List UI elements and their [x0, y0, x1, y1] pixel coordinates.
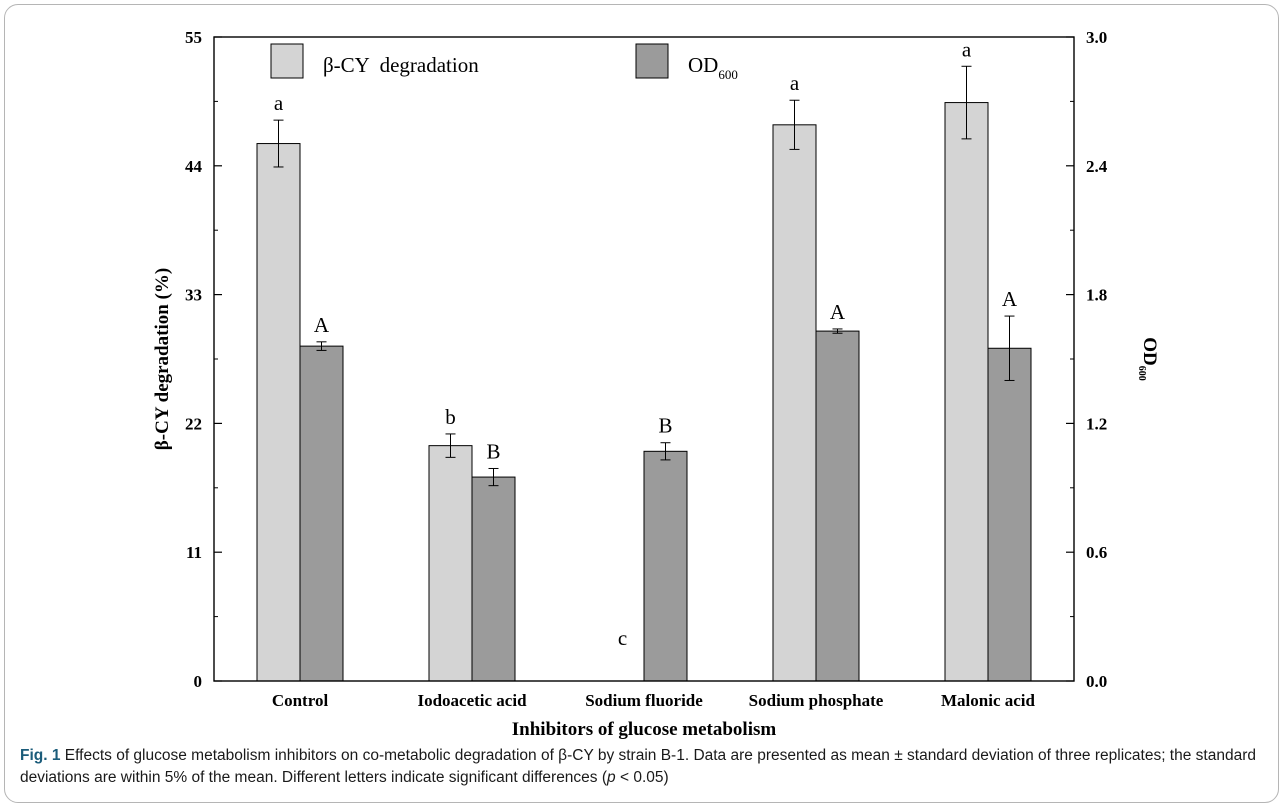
caption-p-variable: p [607, 769, 616, 786]
right-tick-label-3: 1.8 [1086, 286, 1107, 305]
significance-letter-degradation-0: a [274, 91, 284, 115]
legend-label-od600-sub: 600 [718, 67, 738, 82]
legend-label-degradation: β-CY degradation [323, 53, 479, 77]
error-bar-degradation-4 [961, 65, 972, 140]
bar-od600-4 [987, 347, 1032, 682]
significance-letter-od600-4: A [1002, 287, 1018, 311]
right-axis-ticks: 0.0 0.6 1.2 1.8 2.4 3.0 [1066, 28, 1108, 691]
x-tick-label-4: Malonic acid [941, 691, 1036, 710]
left-axis-ticks: 0 11 22 33 44 55 [185, 28, 222, 691]
right-tick-label-5: 3.0 [1086, 28, 1107, 47]
bar-od600-2 [643, 450, 688, 682]
left-tick-label-1: 11 [186, 543, 202, 562]
y2-axis-label-sub: 600 [1136, 366, 1147, 381]
bar-od600-1 [471, 476, 516, 682]
y2-axis-label: OD600 [1136, 337, 1160, 381]
bar-degradation-3 [772, 124, 817, 682]
left-tick-label-2: 22 [185, 414, 202, 433]
right-tick-label-4: 2.4 [1086, 157, 1108, 176]
bar-degradation-0 [256, 143, 301, 682]
significance-letter-degradation-4: a [962, 37, 972, 61]
error-bar-od600-2 [660, 442, 671, 461]
x-axis-label: Inhibitors of glucose metabolism [512, 719, 777, 740]
right-tick-label-1: 0.6 [1086, 543, 1107, 562]
error-bars-layer [273, 65, 1015, 487]
bars-layer [256, 102, 1032, 682]
y2-axis-label-main: OD [1139, 337, 1160, 366]
x-tick-label-3: Sodium phosphate [749, 691, 884, 710]
bar-chart: a Ab Bc Ba Aa A 0 11 22 33 44 55 0.0 0.6 1.2 1.8 2.4 3.… [152, 28, 1160, 740]
significance-letters-layer: a Ab Bc Ba Aa A [274, 37, 1018, 650]
significance-letter-degradation-1: b [445, 405, 456, 429]
bar-degradation-1 [428, 445, 473, 682]
right-tick-label-0: 0.0 [1086, 672, 1107, 691]
legend-swatch-degradation [270, 43, 304, 79]
legend-swatch-od600 [635, 43, 669, 79]
left-tick-label-3: 33 [185, 286, 202, 305]
significance-letter-degradation-2: c [618, 626, 627, 650]
right-tick-label-2: 1.2 [1086, 414, 1107, 433]
significance-letter-degradation-3: a [790, 71, 800, 95]
bar-degradation-4 [944, 102, 989, 682]
legend-label-od600: OD600 [688, 53, 738, 82]
x-axis-tick-labels: Control Iodoacetic acid Sodium fluoride Sod… [272, 691, 1036, 710]
error-bar-degradation-1 [445, 433, 456, 458]
caption-text-end: < 0.05) [615, 769, 669, 786]
significance-letter-od600-0: A [314, 313, 330, 337]
left-tick-label-5: 55 [185, 28, 202, 47]
bar-od600-3 [815, 330, 860, 682]
error-bar-degradation-3 [789, 99, 800, 150]
x-tick-label-1: Iodoacetic acid [417, 691, 527, 710]
figure-frame [4, 4, 1279, 803]
legend-label-od600-main: OD [688, 53, 718, 77]
error-bar-od600-4 [1004, 315, 1015, 381]
bar-od600-0 [299, 345, 344, 682]
x-tick-label-2: Sodium fluoride [585, 691, 703, 710]
y-axis-label: β-CY degradation (%) [152, 268, 173, 450]
error-bar-degradation-0 [273, 119, 284, 168]
significance-letter-od600-1: B [486, 439, 500, 463]
error-bar-od600-0 [316, 341, 327, 351]
error-bar-od600-3 [832, 328, 843, 334]
caption-text: Effects of glucose metabolism inhibitors… [20, 747, 1256, 786]
significance-letter-od600-2: B [658, 414, 672, 438]
caption-lead: Fig. 1 [20, 747, 61, 764]
x-tick-label-0: Control [272, 691, 329, 710]
left-tick-label-0: 0 [194, 672, 203, 691]
error-bar-od600-1 [488, 467, 499, 487]
left-tick-label-4: 44 [185, 157, 203, 176]
figure-caption: Fig. 1 Effects of glucose metabolism inh… [20, 745, 1270, 789]
legend: β-CY degradation OD600 [270, 43, 738, 82]
significance-letter-od600-3: A [830, 300, 846, 324]
